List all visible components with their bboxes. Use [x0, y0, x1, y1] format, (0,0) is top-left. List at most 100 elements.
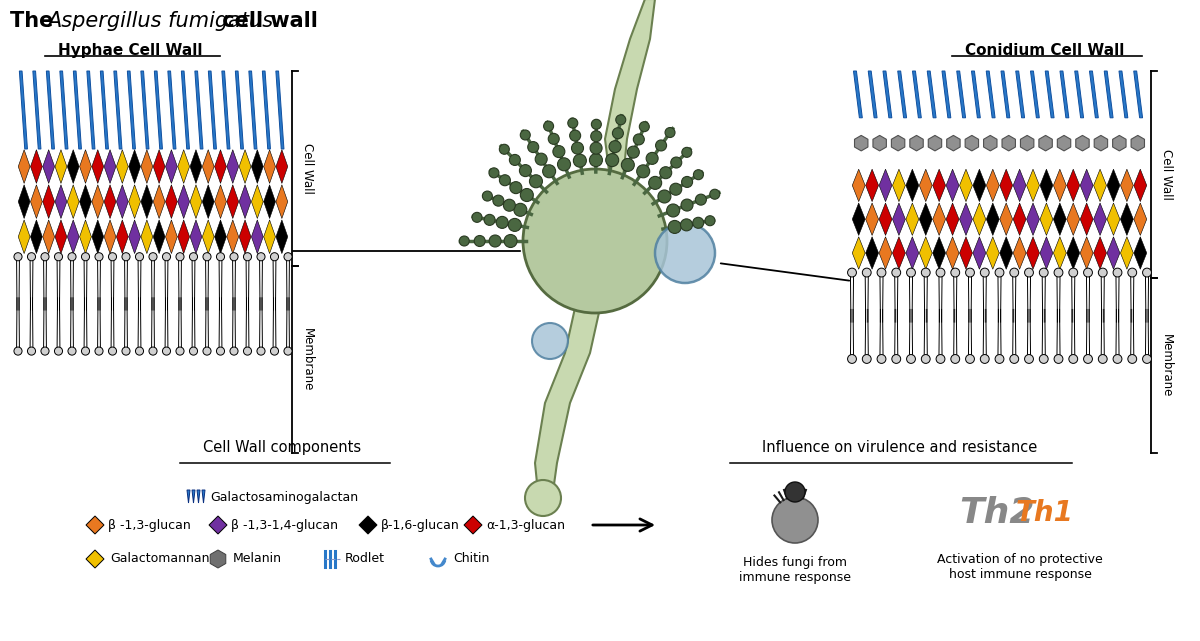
Polygon shape [104, 220, 116, 254]
Circle shape [257, 347, 265, 355]
Circle shape [695, 194, 707, 205]
Circle shape [284, 253, 292, 261]
Circle shape [980, 354, 989, 363]
Circle shape [230, 347, 238, 355]
Polygon shape [906, 169, 919, 202]
Circle shape [190, 347, 198, 355]
Polygon shape [986, 237, 1000, 269]
Polygon shape [865, 237, 878, 269]
Polygon shape [359, 516, 377, 534]
Circle shape [514, 203, 527, 216]
Polygon shape [203, 150, 214, 183]
Text: β -1,3-1,4-glucan: β -1,3-1,4-glucan [230, 519, 338, 531]
Polygon shape [140, 150, 152, 183]
Polygon shape [1015, 71, 1025, 118]
Polygon shape [203, 185, 214, 219]
Circle shape [995, 354, 1004, 363]
Text: Membrane: Membrane [301, 328, 314, 391]
Circle shape [892, 354, 901, 363]
Circle shape [28, 253, 36, 261]
Circle shape [612, 128, 624, 138]
Polygon shape [893, 203, 905, 235]
Polygon shape [140, 185, 152, 219]
Polygon shape [202, 490, 205, 503]
Polygon shape [222, 71, 230, 149]
Polygon shape [263, 71, 270, 149]
Circle shape [590, 142, 602, 154]
Polygon shape [86, 71, 95, 149]
Circle shape [203, 253, 211, 261]
Circle shape [528, 142, 539, 153]
Polygon shape [140, 220, 152, 254]
Polygon shape [928, 71, 936, 118]
Polygon shape [965, 135, 978, 151]
Polygon shape [880, 203, 892, 235]
Text: Influence on virulence and resistance: Influence on virulence and resistance [762, 440, 1038, 455]
Polygon shape [67, 220, 79, 254]
Polygon shape [92, 150, 103, 183]
Text: Cell Wall components: Cell Wall components [203, 440, 361, 455]
Circle shape [68, 253, 76, 261]
Polygon shape [227, 150, 239, 183]
Polygon shape [1075, 71, 1084, 118]
Circle shape [706, 216, 715, 226]
Polygon shape [1001, 71, 1010, 118]
Polygon shape [1054, 169, 1067, 202]
Polygon shape [1067, 203, 1080, 235]
Polygon shape [946, 237, 959, 269]
Text: Membrane: Membrane [1160, 334, 1174, 397]
Polygon shape [1090, 71, 1098, 118]
Circle shape [526, 480, 562, 516]
Polygon shape [181, 71, 190, 149]
Circle shape [529, 175, 542, 188]
Circle shape [694, 170, 703, 179]
Polygon shape [1067, 237, 1080, 269]
Circle shape [521, 188, 533, 201]
Polygon shape [893, 237, 905, 269]
Circle shape [532, 323, 568, 359]
Circle shape [922, 268, 930, 277]
Polygon shape [1039, 135, 1052, 151]
Polygon shape [47, 71, 54, 149]
Circle shape [553, 146, 565, 158]
Circle shape [496, 217, 508, 228]
Polygon shape [973, 169, 986, 202]
Circle shape [628, 146, 640, 158]
Polygon shape [880, 169, 892, 202]
Polygon shape [898, 71, 906, 118]
Circle shape [270, 253, 278, 261]
Text: Galactomannan: Galactomannan [110, 553, 210, 565]
Polygon shape [1118, 71, 1128, 118]
Polygon shape [986, 203, 1000, 235]
Circle shape [1025, 354, 1033, 363]
Circle shape [1114, 268, 1122, 277]
Polygon shape [192, 490, 194, 503]
Circle shape [950, 354, 960, 363]
Circle shape [176, 253, 184, 261]
Polygon shape [872, 135, 887, 151]
Circle shape [1128, 268, 1136, 277]
Polygon shape [86, 550, 104, 568]
Polygon shape [986, 169, 1000, 202]
Circle shape [82, 253, 90, 261]
Polygon shape [18, 220, 30, 254]
Circle shape [658, 190, 671, 203]
Polygon shape [1040, 203, 1052, 235]
Polygon shape [209, 71, 216, 149]
Polygon shape [18, 185, 30, 219]
Circle shape [574, 154, 587, 167]
Circle shape [646, 153, 658, 164]
Circle shape [108, 253, 116, 261]
Circle shape [847, 354, 857, 363]
Circle shape [504, 235, 517, 247]
Polygon shape [43, 150, 54, 183]
Circle shape [665, 128, 676, 138]
Circle shape [671, 157, 682, 168]
Circle shape [41, 347, 49, 355]
Circle shape [244, 253, 252, 261]
Circle shape [785, 482, 805, 502]
Polygon shape [947, 135, 960, 151]
Polygon shape [1121, 237, 1133, 269]
Polygon shape [276, 150, 288, 183]
Circle shape [548, 133, 559, 144]
